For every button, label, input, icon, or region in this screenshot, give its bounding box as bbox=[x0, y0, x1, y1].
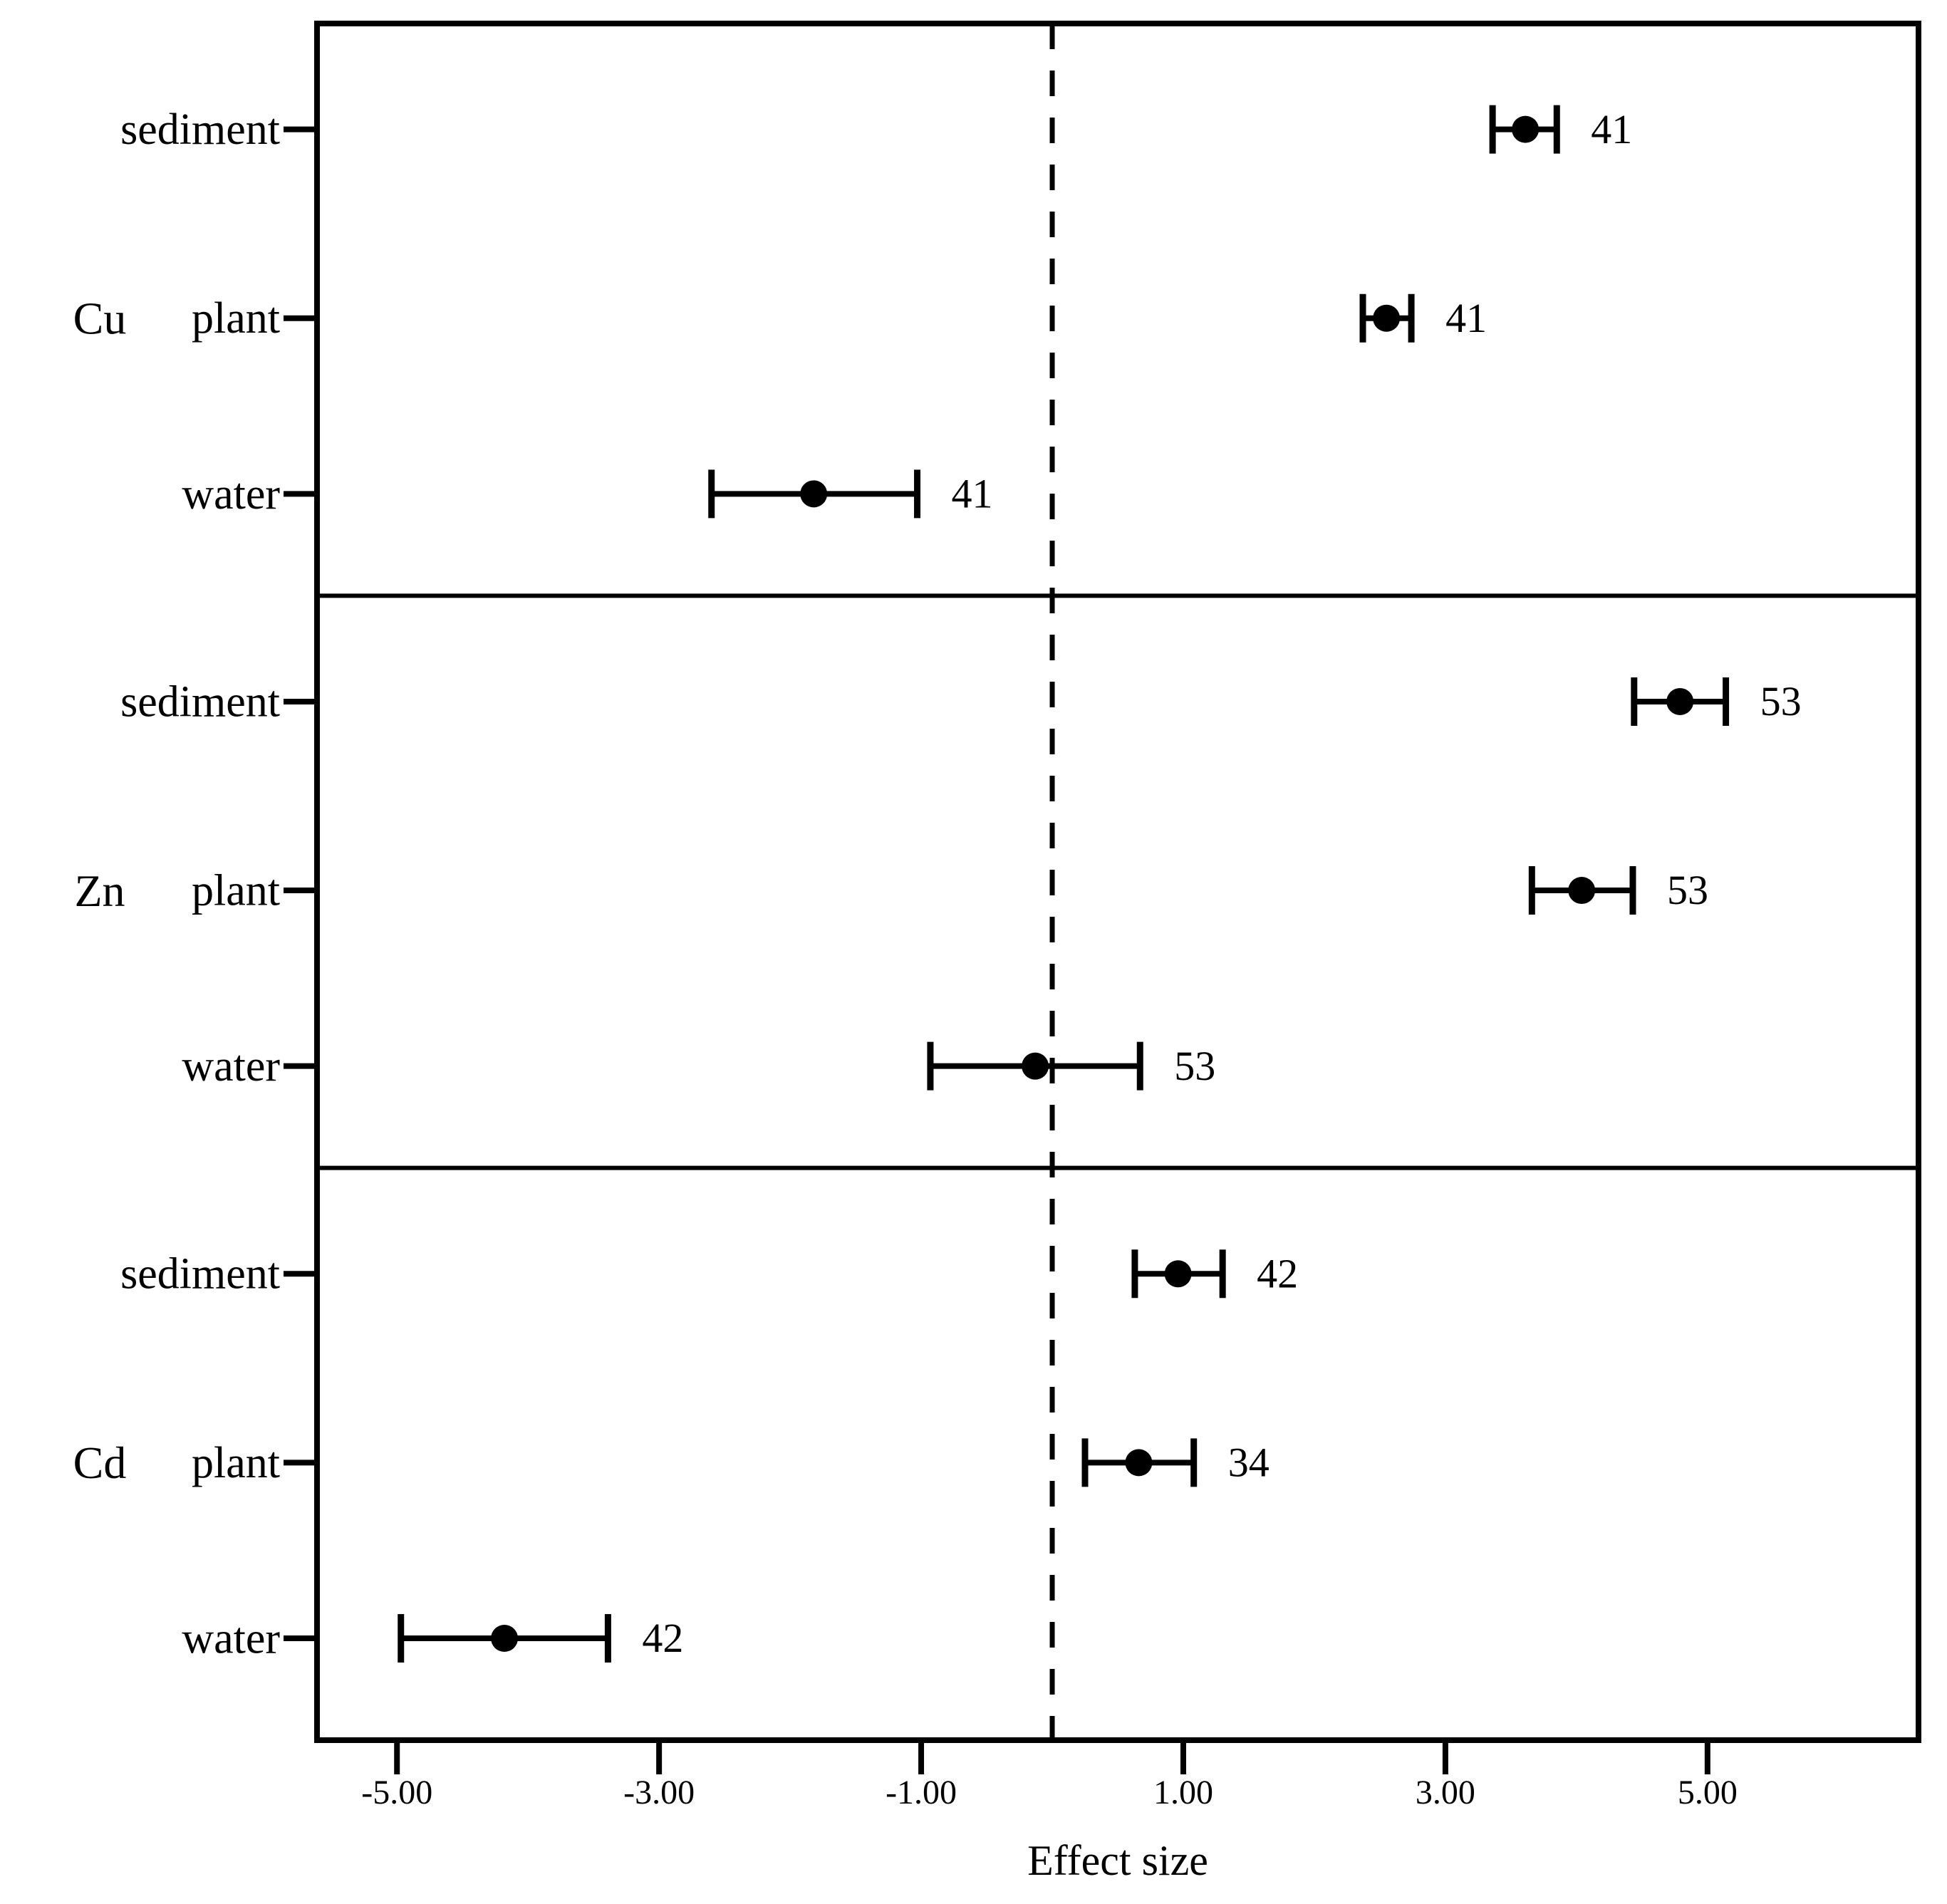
count-label: 41 bbox=[1591, 106, 1632, 152]
effect-point bbox=[1125, 1449, 1153, 1477]
x-tick-label: 3.00 bbox=[1416, 1774, 1475, 1811]
x-tick-label: 5.00 bbox=[1678, 1774, 1738, 1811]
x-tick-label: -1.00 bbox=[886, 1774, 957, 1811]
effect-point bbox=[1022, 1052, 1049, 1080]
count-label: 53 bbox=[1174, 1043, 1215, 1089]
category-label: plant bbox=[192, 867, 280, 915]
group-label: Zn bbox=[74, 865, 125, 916]
effect-point bbox=[491, 1625, 519, 1653]
plot-border bbox=[314, 21, 1921, 1743]
effect-point bbox=[1512, 115, 1540, 143]
effect-point bbox=[800, 480, 828, 508]
category-label: sediment bbox=[120, 105, 280, 154]
category-label: water bbox=[182, 1042, 280, 1091]
category-label: water bbox=[182, 470, 280, 519]
count-label: 53 bbox=[1667, 867, 1708, 913]
category-label: water bbox=[182, 1614, 280, 1663]
count-label: 41 bbox=[952, 470, 993, 516]
count-label: 42 bbox=[642, 1615, 683, 1661]
count-label: 42 bbox=[1257, 1250, 1298, 1296]
effect-point bbox=[1164, 1260, 1192, 1288]
x-tick-label: -5.00 bbox=[361, 1774, 432, 1811]
group-label: Cd bbox=[73, 1437, 127, 1488]
count-label: 41 bbox=[1445, 295, 1487, 341]
count-label: 53 bbox=[1760, 678, 1802, 724]
x-axis-title: Effect size bbox=[1027, 1837, 1208, 1884]
x-tick-label: 1.00 bbox=[1153, 1774, 1213, 1811]
effect-point bbox=[1666, 687, 1694, 715]
category-label: plant bbox=[192, 1439, 280, 1487]
effect-point bbox=[1373, 304, 1401, 332]
category-label: sediment bbox=[120, 677, 280, 726]
count-label: 34 bbox=[1228, 1440, 1270, 1486]
group-label: Cu bbox=[73, 293, 127, 343]
effect-point bbox=[1568, 877, 1596, 905]
category-label: sediment bbox=[120, 1250, 280, 1299]
category-label: plant bbox=[192, 294, 280, 343]
x-tick-label: -3.00 bbox=[623, 1774, 695, 1811]
